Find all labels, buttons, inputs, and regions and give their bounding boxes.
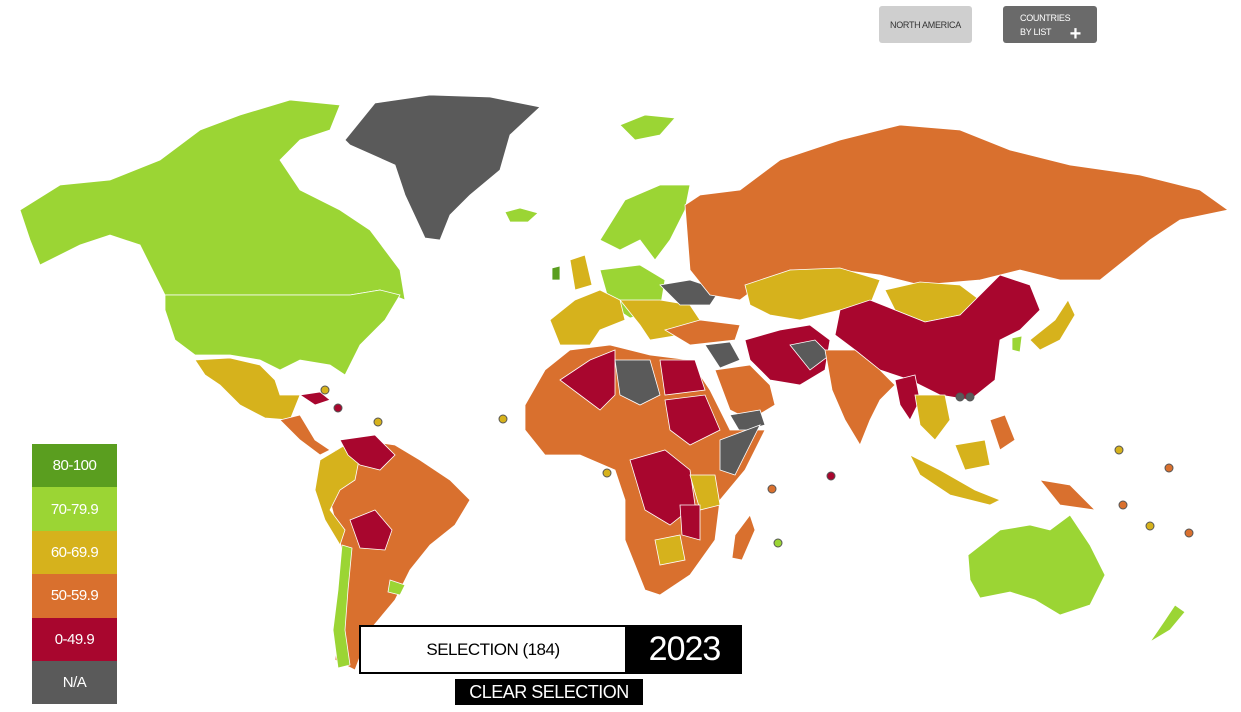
country[interactable] <box>551 265 561 281</box>
legend-item[interactable]: 0-49.9 <box>32 617 117 661</box>
country[interactable] <box>1149 604 1186 643</box>
country[interactable] <box>279 414 331 456</box>
country[interactable] <box>619 114 676 141</box>
year-selector[interactable]: 2023 <box>627 625 742 674</box>
island[interactable] <box>1164 463 1174 473</box>
country[interactable] <box>349 509 393 551</box>
country[interactable] <box>664 319 741 346</box>
legend-item[interactable]: 80-100 <box>32 444 117 488</box>
country[interactable] <box>684 124 1229 301</box>
island[interactable] <box>373 417 383 427</box>
country[interactable] <box>914 394 951 441</box>
island[interactable] <box>320 385 330 395</box>
countries-list-button[interactable]: COUNTRIES BY LIST + <box>1003 6 1097 45</box>
island[interactable] <box>826 471 836 481</box>
country[interactable] <box>894 374 921 421</box>
country[interactable] <box>679 504 701 541</box>
country[interactable] <box>909 454 1001 506</box>
island[interactable] <box>602 468 612 478</box>
plus-icon: + <box>1069 23 1082 45</box>
selection-count: SELECTION (184) <box>359 625 627 674</box>
country[interactable] <box>504 207 539 223</box>
island[interactable] <box>767 484 777 494</box>
country[interactable] <box>704 341 741 369</box>
country[interactable] <box>967 514 1106 616</box>
region-button[interactable]: NORTH AMERICA <box>879 6 972 43</box>
country[interactable] <box>1011 335 1023 353</box>
island[interactable] <box>498 414 508 424</box>
legend-item[interactable]: 70-79.9 <box>32 487 117 531</box>
button-label: BY LIST <box>1020 27 1052 37</box>
country[interactable] <box>664 394 721 446</box>
country[interactable] <box>689 474 721 511</box>
country[interactable] <box>824 349 896 446</box>
island[interactable] <box>955 392 965 402</box>
country[interactable] <box>1029 299 1076 351</box>
legend-item[interactable]: N/A <box>32 660 117 705</box>
island[interactable] <box>1118 500 1128 510</box>
island[interactable] <box>333 403 343 413</box>
country[interactable] <box>569 254 593 291</box>
island[interactable] <box>1114 445 1124 455</box>
country[interactable] <box>599 184 691 261</box>
country[interactable] <box>731 514 756 561</box>
button-label: COUNTRIES <box>1020 13 1071 23</box>
country[interactable] <box>654 534 686 566</box>
country[interactable] <box>659 359 706 396</box>
legend-item[interactable]: 50-59.9 <box>32 574 117 618</box>
country[interactable] <box>332 544 353 669</box>
country[interactable] <box>719 424 761 476</box>
legend-item[interactable]: 60-69.9 <box>32 530 117 575</box>
country[interactable] <box>344 94 541 241</box>
country[interactable] <box>194 357 301 421</box>
country[interactable] <box>387 579 406 596</box>
country[interactable] <box>989 414 1016 451</box>
legend: 80-100 70-79.9 60-69.9 50-59.9 0-49.9 N/A <box>32 444 117 705</box>
island[interactable] <box>1184 528 1194 538</box>
country[interactable] <box>614 359 661 406</box>
country[interactable] <box>1039 479 1097 511</box>
island[interactable] <box>773 538 783 548</box>
island[interactable] <box>965 392 975 402</box>
country[interactable] <box>714 364 776 421</box>
country[interactable] <box>19 99 406 301</box>
clear-selection-button[interactable]: CLEAR SELECTION <box>455 679 643 705</box>
country[interactable] <box>559 349 616 411</box>
country[interactable] <box>954 439 991 471</box>
country[interactable] <box>164 289 401 376</box>
country[interactable] <box>744 324 831 386</box>
island[interactable] <box>1145 521 1155 531</box>
country[interactable] <box>339 434 396 471</box>
country[interactable] <box>298 391 331 406</box>
country[interactable] <box>729 409 766 433</box>
country[interactable] <box>549 289 626 346</box>
